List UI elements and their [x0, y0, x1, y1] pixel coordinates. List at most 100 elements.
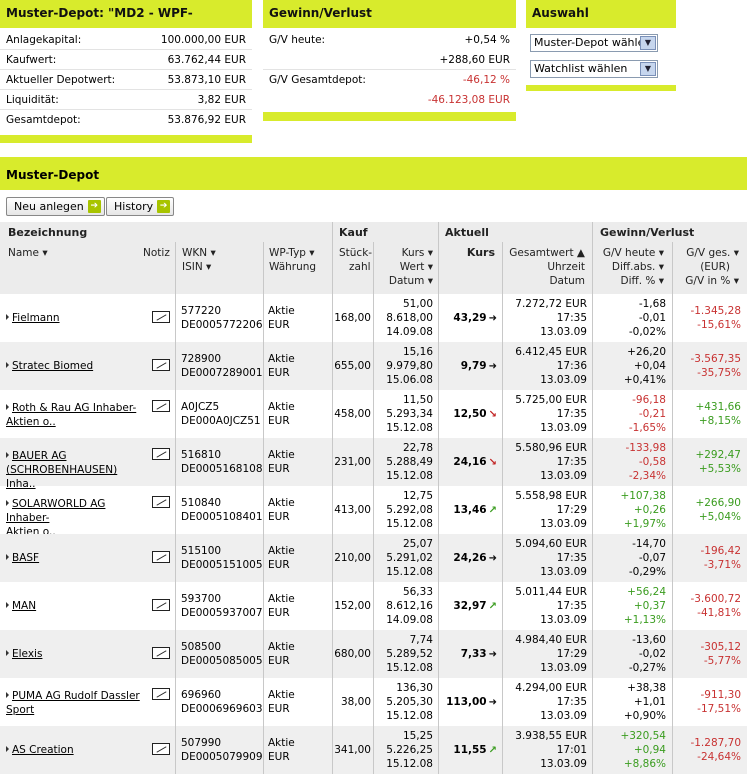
divider [438, 534, 439, 582]
expand-icon[interactable] [6, 404, 9, 410]
kauf-datum: 15.12.08 [386, 710, 433, 722]
aktuell-kurs-cell: 12,50 ↘ [453, 407, 497, 422]
stock-name-link[interactable]: AS Creation [6, 743, 146, 757]
col-diffpct[interactable]: Diff. % ▾ [620, 275, 665, 287]
gv-gesamt-cell: +431,66 +8,15% [695, 400, 741, 428]
expand-icon[interactable] [6, 602, 9, 608]
stock-name-link[interactable]: Fielmann [6, 311, 146, 325]
uhrzeit: 17:01 [556, 744, 587, 756]
note-edit-icon[interactable] [152, 448, 170, 460]
expand-icon[interactable] [6, 452, 9, 458]
col-label: Wert [399, 261, 425, 273]
aktuell-kurs: 9,79 [460, 360, 487, 372]
col-gesamtwert[interactable]: Gesamtwert ▲ [509, 247, 585, 259]
expand-icon[interactable] [6, 554, 9, 560]
trend-up-icon: ↗ [488, 505, 497, 516]
divider [175, 486, 176, 534]
col-name[interactable]: Name ▾ [8, 247, 48, 259]
wkn: 508500 [181, 641, 222, 653]
trend-up-icon: ↗ [488, 601, 497, 612]
aktuell-info: 4.294,00 EUR 17:35 13.03.09 [515, 681, 587, 723]
table-row: BASF 515100 DE0005151005 Aktie EUR 210,00 … [0, 534, 747, 582]
stock-name-link[interactable]: Elexis [6, 647, 146, 661]
divider [502, 678, 503, 726]
gv-gesamt-pct: -46,12 % [462, 74, 510, 86]
divider [438, 486, 439, 534]
wp-typ-cur: Aktie EUR [268, 304, 295, 332]
col-wptyp[interactable]: WP-Typ ▾ [269, 247, 315, 259]
new-button[interactable]: Neu anlegen ➔ [6, 197, 105, 216]
table-row: SOLARWORLD AG Inhaber- Aktien o.. 510840 D… [0, 486, 747, 538]
stock-name-link[interactable]: BAUER AG (SCHROBENHAUSEN) Inha.. [6, 449, 146, 491]
col-notiz: Notiz [143, 247, 170, 259]
stock-name-link[interactable]: Stratec Biomed [6, 359, 146, 373]
diff-abs: +0,26 [633, 504, 666, 516]
kauf-kurs: 11,50 [402, 394, 433, 406]
history-button[interactable]: History ➔ [106, 197, 175, 216]
wkn: A0JCZ5 [181, 401, 220, 413]
col-label: Datum [388, 275, 425, 287]
col-kurs[interactable]: Kurs ▾ [401, 247, 433, 259]
note-edit-icon[interactable] [152, 551, 170, 563]
note-edit-icon[interactable] [152, 311, 170, 323]
chevron-down-icon[interactable]: ▼ [640, 62, 656, 76]
note-edit-icon[interactable] [152, 647, 170, 659]
note-edit-icon[interactable] [152, 743, 170, 755]
divider [592, 342, 593, 390]
expand-icon[interactable] [6, 314, 9, 320]
kauf-info: 136,30 5.205,30 15.12.08 [386, 681, 433, 723]
wkn: 515100 [181, 545, 222, 557]
note-edit-icon[interactable] [152, 400, 170, 412]
muster-depot-select[interactable]: Muster-Depot wähler ▼ [530, 34, 658, 52]
gv-ges: -196,42 [700, 545, 741, 557]
col-wkn[interactable]: WKN ▾ [182, 247, 216, 259]
stueckzahl: 655,00 [334, 360, 371, 372]
kauf-wert: 8.618,00 [386, 312, 433, 324]
stock-name-link[interactable]: SOLARWORLD AG Inhaber- Aktien o.. [6, 497, 146, 539]
watchlist-select[interactable]: Watchlist wählen ▼ [530, 60, 658, 78]
stock-name-line1: AS Creation [12, 744, 74, 756]
note-edit-icon[interactable] [152, 359, 170, 371]
expand-icon[interactable] [6, 692, 9, 698]
col-diffabs[interactable]: Diff.abs. ▾ [611, 261, 664, 273]
gv-heute-cell: +320,54 +0,94 +8,86% [620, 729, 666, 771]
col-gvheute[interactable]: G/V heute ▾ [602, 247, 664, 259]
stock-name-link[interactable]: PUMA AG Rudolf Dassler Sport [6, 689, 146, 717]
wkn: 507990 [181, 737, 222, 749]
divider [373, 534, 374, 582]
wkn-isin: 728900 DE0007289001 [181, 352, 263, 380]
wp-typ: Aktie [268, 545, 295, 557]
wkn: 696960 [181, 689, 222, 701]
kauf-kurs: 56,33 [402, 586, 433, 598]
col-isin[interactable]: ISIN ▾ [182, 261, 212, 273]
expand-icon[interactable] [6, 650, 9, 656]
col-datum[interactable]: Datum ▾ [388, 275, 433, 287]
divider [502, 294, 503, 342]
col-gvges[interactable]: G/V ges. ▾ [686, 247, 739, 259]
note-edit-icon[interactable] [152, 496, 170, 508]
col-wert[interactable]: Wert ▾ [399, 261, 433, 273]
note-edit-icon[interactable] [152, 688, 170, 700]
wp-typ: Aktie [268, 641, 295, 653]
wkn-isin: 696960 DE0006969603 [181, 688, 263, 716]
divider [592, 582, 593, 630]
divider [263, 678, 264, 726]
expand-icon[interactable] [6, 362, 9, 368]
divider [592, 390, 593, 438]
wp-typ-cur: Aktie EUR [268, 400, 295, 428]
aktuell-kurs-cell: 24,26 ➜ [453, 551, 497, 566]
note-edit-icon[interactable] [152, 599, 170, 611]
kauf-info: 12,75 5.292,08 15.12.08 [386, 489, 433, 531]
chevron-down-icon[interactable]: ▼ [640, 36, 656, 50]
diff-pct: -0,02% [628, 326, 666, 338]
expand-icon[interactable] [6, 500, 9, 506]
col-gvin[interactable]: G/V in % ▾ [685, 275, 739, 287]
stock-name-link[interactable]: BASF [6, 551, 146, 565]
divider [672, 438, 673, 486]
expand-icon[interactable] [6, 746, 9, 752]
kauf-kurs: 15,25 [402, 730, 433, 742]
stock-name-link[interactable]: Roth & Rau AG Inhaber- Aktien o.. [6, 401, 146, 429]
stock-name-link[interactable]: MAN [6, 599, 146, 613]
isin: DE000A0JCZ51 [181, 415, 261, 427]
gv-in-pct: +5,04% [698, 511, 741, 523]
